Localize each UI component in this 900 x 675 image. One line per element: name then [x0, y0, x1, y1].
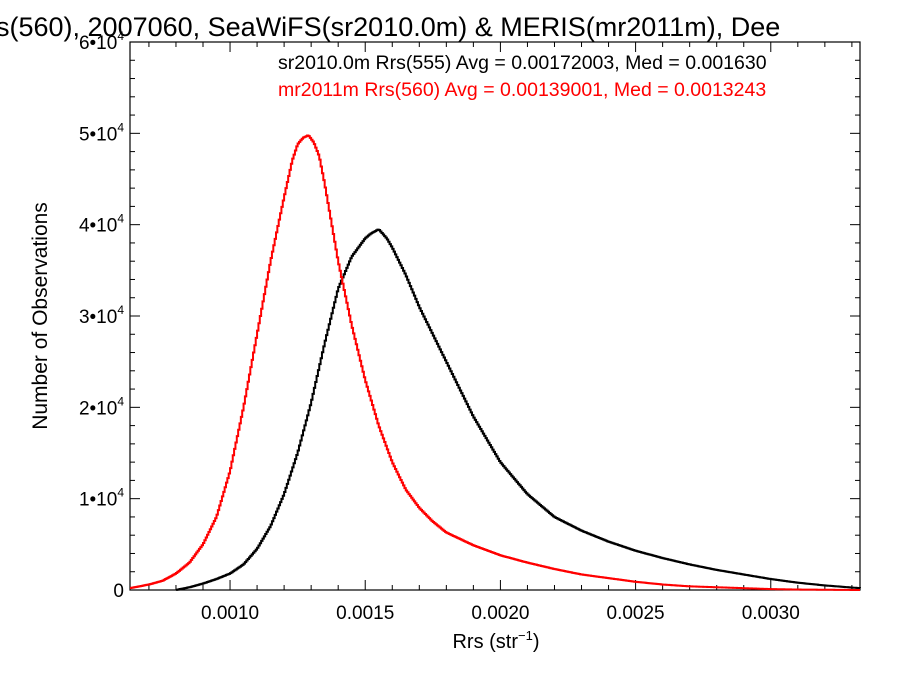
x-axis-label: Rrs (str−1): [452, 628, 539, 653]
y-tick-label: 6•104: [79, 29, 124, 54]
x-tick-label: 0.0025: [607, 603, 665, 624]
y-tick-label: 0: [113, 581, 124, 602]
annotation-sr2010: sr2010.0m Rrs(555) Avg = 0.00172003, Med…: [278, 52, 767, 74]
chart-title: s(560), 2007060, SeaWiFS(sr2010.0m) & ME…: [0, 12, 780, 42]
series-layer: [130, 134, 861, 591]
series-line-mr2011: [130, 134, 860, 591]
x-axis-label-exponent: −1: [518, 628, 533, 643]
x-axis-label-main: Rrs (str: [452, 631, 518, 653]
x-tick-label: 0.0010: [201, 603, 259, 624]
series-line-sr2010: [175, 228, 861, 591]
y-tick-label: 1•104: [79, 486, 124, 511]
y-axis: 0 1•104 2•104 3•104 4•104 5•104 6•104: [79, 29, 860, 602]
x-tick-label: 0.0015: [336, 603, 394, 624]
y-tick-label: 3•104: [79, 303, 124, 328]
plot-frame: [129, 41, 861, 591]
y-axis-label: Number of Observations: [29, 202, 52, 430]
y-tick-label: 4•104: [79, 212, 124, 237]
x-tick-label: 0.0030: [742, 603, 800, 624]
annotation-mr2011: mr2011m Rrs(560) Avg = 0.00139001, Med =…: [278, 79, 766, 101]
x-axis: 0.0010 0.0015 0.0020 0.0025 0.0030: [148, 42, 853, 624]
x-axis-label-end: ): [533, 631, 540, 653]
x-tick-label: 0.0020: [471, 603, 529, 624]
y-tick-label: 2•104: [79, 394, 124, 419]
y-tick-label: 5•104: [79, 120, 124, 145]
plot-area-border: [129, 41, 861, 591]
